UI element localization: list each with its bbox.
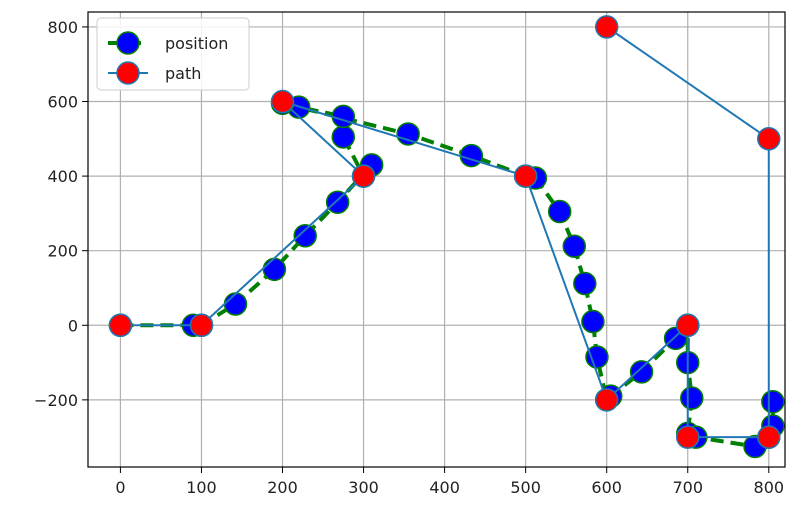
- legend-marker-position: [116, 31, 140, 55]
- point-position: [581, 309, 605, 334]
- y-tick-label: 0: [68, 316, 78, 335]
- point-position: [547, 199, 572, 224]
- point-path: [513, 164, 538, 188]
- series-line-position: [120, 101, 775, 449]
- x-tick-label: 700: [672, 478, 703, 497]
- point-position: [459, 143, 484, 168]
- point-position: [293, 224, 317, 248]
- x-tick-label: 800: [754, 478, 785, 497]
- x-tick-label: 300: [348, 478, 379, 497]
- point-path: [189, 313, 214, 338]
- x-tick-label: 600: [591, 478, 622, 497]
- point-position: [262, 257, 287, 282]
- point-path: [757, 425, 781, 449]
- legend-marker-path: [116, 61, 140, 85]
- point-path: [351, 164, 376, 188]
- plot-frame: [87, 11, 786, 468]
- point-position: [562, 234, 587, 258]
- x-tick-label: 400: [429, 478, 460, 497]
- point-path: [270, 89, 295, 114]
- point-path: [675, 425, 700, 449]
- legend-label-path: path: [165, 64, 201, 83]
- point-position: [573, 271, 597, 296]
- point-position: [396, 122, 420, 146]
- y-tick-label: 800: [47, 18, 78, 37]
- point-path: [594, 15, 619, 39]
- point-position: [325, 190, 350, 214]
- point-position: [223, 292, 248, 316]
- point-path: [675, 313, 700, 338]
- x-tick-label: 500: [510, 478, 541, 497]
- y-tick-label: 400: [47, 167, 78, 186]
- x-tick-label: 200: [267, 478, 298, 497]
- point-position: [629, 360, 654, 384]
- x-tick-label: 100: [186, 478, 217, 497]
- legend: position path: [96, 17, 250, 91]
- axis-ticks: 0 100 200 300 400 500 600 700 800 −200 0 200 400 600 8…: [34, 18, 784, 497]
- y-tick-label: −200: [34, 391, 78, 410]
- point-path: [594, 388, 619, 412]
- point-position: [331, 125, 356, 149]
- point-path: [757, 127, 781, 151]
- legend-label-position: position: [165, 34, 228, 53]
- y-tick-label: 200: [47, 242, 78, 261]
- point-position: [331, 104, 356, 129]
- point-path: [108, 313, 133, 338]
- point-position: [680, 386, 704, 410]
- series-position: [108, 91, 785, 459]
- point-position: [761, 389, 785, 414]
- point-position: [585, 345, 609, 369]
- y-tick-label: 600: [47, 93, 78, 112]
- series-path: [108, 15, 781, 449]
- series-layer: [108, 15, 785, 459]
- x-tick-label: 0: [115, 478, 125, 497]
